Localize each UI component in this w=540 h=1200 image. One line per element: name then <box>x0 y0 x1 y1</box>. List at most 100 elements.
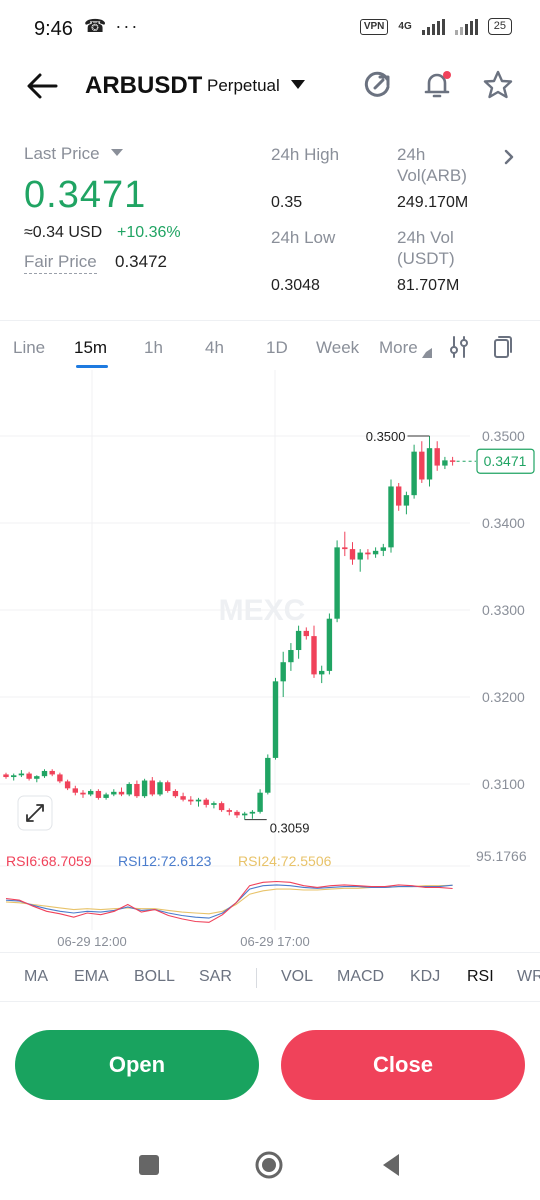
candle-down <box>365 552 371 555</box>
price-axis-label: 0.3100 <box>482 776 525 792</box>
indicator-vol[interactable]: VOL <box>281 968 314 985</box>
active-tab-indicator <box>76 365 108 368</box>
price-axis-label: 0.3500 <box>482 428 525 444</box>
candle-up <box>426 448 433 480</box>
candle-down <box>449 460 456 462</box>
candle-up <box>195 799 202 802</box>
back-arrow-icon[interactable] <box>24 68 60 104</box>
candle-down <box>172 790 179 797</box>
indicator-settings-icon[interactable] <box>446 334 472 360</box>
bell-icon[interactable] <box>420 68 454 102</box>
signal-icon <box>421 18 445 35</box>
contract-type[interactable]: Perpetual <box>207 76 280 95</box>
timeframe-bar: Line 15m 1h 4h 1D Week More <box>0 328 540 368</box>
current-price-tag-box <box>476 448 535 474</box>
watermark-logo: MEXC <box>219 594 306 627</box>
indicator-ema[interactable]: EMA <box>74 968 109 985</box>
candle-down <box>218 803 225 811</box>
indicator-kdj[interactable]: KDJ <box>410 968 441 985</box>
indicator-macd[interactable]: MACD <box>337 968 385 985</box>
indicator-sar[interactable]: SAR <box>199 968 232 985</box>
chevron-right-icon[interactable] <box>502 148 516 166</box>
indicator-wr[interactable]: WR <box>517 968 540 985</box>
candle-down <box>72 788 78 793</box>
caret-down-icon[interactable] <box>291 80 305 89</box>
indicator-ma[interactable]: MA <box>24 968 48 985</box>
candle-down <box>203 799 209 805</box>
battery-icon: 25 <box>487 18 512 35</box>
star-icon[interactable] <box>481 68 515 102</box>
price-chart[interactable]: MEXC 0.3500 0.3059 0.3471 0.3500 0.3400 0.3300… <box>0 370 540 960</box>
last-price-label[interactable]: Last Price <box>24 144 100 163</box>
rsi-line-rsi6 <box>5 880 453 923</box>
candle-up <box>357 552 363 560</box>
candle-up <box>141 780 148 797</box>
candle-up <box>249 811 256 814</box>
price-axis-label: 0.3300 <box>482 602 525 618</box>
time-axis-label: 06-29 17:00 <box>240 934 309 949</box>
tab-line[interactable]: Line <box>13 338 46 357</box>
system-nav-bar <box>0 1130 540 1200</box>
home-icon[interactable] <box>254 1150 284 1180</box>
candle-down <box>311 636 317 675</box>
tab-1h[interactable]: 1h <box>144 338 163 357</box>
candle-down <box>419 451 425 480</box>
candle-down <box>234 811 240 816</box>
pair-symbol[interactable]: ARBUSDT <box>85 72 203 99</box>
current-price-tag: 0.3471 <box>484 453 527 469</box>
candle-down <box>3 774 9 778</box>
ticker-panel: Last Price 0.3471 ≈0.34 USD +10.36% Fair… <box>0 130 540 300</box>
candle-up <box>288 650 294 663</box>
candle-up <box>411 451 417 496</box>
signal-icon-2 <box>454 18 478 35</box>
candle-up <box>265 757 271 793</box>
back-icon[interactable] <box>376 1150 406 1180</box>
expand-icon <box>26 804 44 822</box>
candle-down <box>49 770 55 775</box>
candle-up <box>319 670 325 675</box>
candlestick-chart[interactable]: MEXC 0.3500 0.3059 0.3471 0.3500 0.3400 0.3300… <box>0 370 540 952</box>
high-marker-label: 0.3500 <box>366 429 406 444</box>
status-time: 9:46 <box>34 18 73 40</box>
header: ARBUSDT Perpetual <box>0 60 540 112</box>
tab-week[interactable]: Week <box>316 338 360 357</box>
candle-down <box>434 448 440 466</box>
vol-usdt-label-line1: 24h Vol <box>397 228 454 247</box>
close-button[interactable]: Close <box>281 1030 525 1100</box>
copy-icon[interactable] <box>490 334 516 360</box>
fair-price: 0.3472 <box>115 252 167 271</box>
candle-down <box>303 630 309 637</box>
tab-15m[interactable]: 15m <box>74 338 108 357</box>
candle-up <box>380 547 386 551</box>
tab-more[interactable]: More <box>379 338 418 357</box>
candle-up <box>41 770 48 777</box>
price-axis-label: 0.3400 <box>482 515 525 531</box>
candle-up <box>126 784 132 795</box>
candle-down <box>188 799 194 802</box>
candle-up <box>295 630 302 651</box>
expand-button[interactable] <box>17 795 53 831</box>
fair-price-label[interactable]: Fair Price <box>24 252 97 274</box>
vol-usdt-value: 81.707M <box>397 277 460 294</box>
divider <box>0 320 540 321</box>
rsi-axis-value: 95.1766 <box>476 848 527 864</box>
caret-down-icon[interactable] <box>111 149 123 156</box>
candle-down <box>80 792 86 795</box>
recent-apps-icon[interactable] <box>134 1150 164 1180</box>
candle-up <box>326 618 333 671</box>
tab-1d[interactable]: 1D <box>266 338 288 357</box>
candle-down <box>57 774 63 782</box>
price-change: +10.36% <box>117 224 181 241</box>
refresh-icon[interactable] <box>360 68 394 102</box>
candle-down <box>95 790 102 798</box>
vol-arb-value: 249.170M <box>397 194 469 211</box>
candle-up <box>88 790 94 795</box>
indicator-boll[interactable]: BOLL <box>134 968 175 985</box>
candle-up <box>272 681 279 758</box>
candle-down <box>165 782 171 791</box>
indicator-rsi[interactable]: RSI <box>467 968 494 985</box>
tab-4h[interactable]: 4h <box>205 338 224 357</box>
open-button[interactable]: Open <box>15 1030 259 1100</box>
candle-down <box>118 791 125 795</box>
candle-up <box>11 775 17 778</box>
